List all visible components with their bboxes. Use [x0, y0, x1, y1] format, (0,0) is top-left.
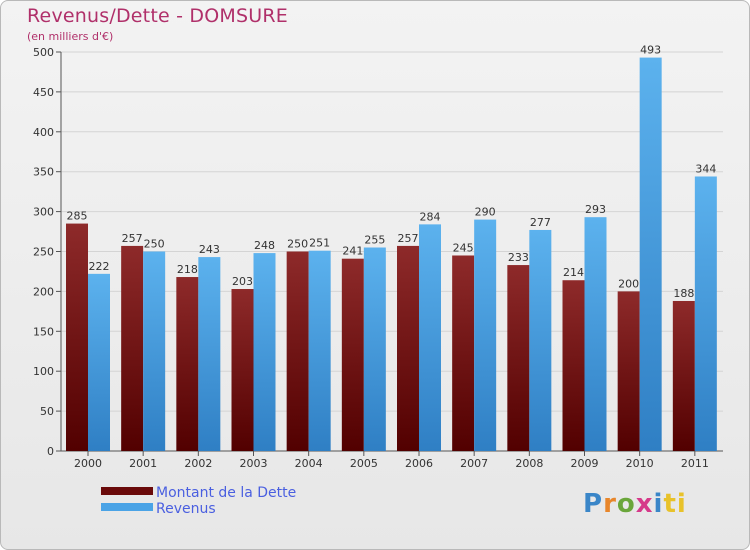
bar-dette — [286, 251, 309, 451]
x-tick-label: 2011 — [681, 457, 709, 470]
y-tick-label: 300 — [33, 206, 54, 219]
data-label-revenus: 277 — [530, 216, 551, 229]
y-tick-label: 200 — [33, 285, 54, 298]
bar-revenus — [694, 176, 717, 451]
y-tick-label: 0 — [47, 445, 54, 458]
y-tick-label: 100 — [33, 365, 54, 378]
x-tick-label: 2002 — [184, 457, 212, 470]
data-label-revenus: 293 — [585, 203, 606, 216]
data-label-dette: 257 — [398, 232, 419, 245]
bar-dette — [562, 280, 585, 451]
chart-title: Revenus/Dette - DOMSURE — [27, 5, 288, 27]
x-tick-label: 2004 — [295, 457, 323, 470]
data-label-dette: 250 — [287, 238, 308, 251]
bar-dette — [176, 277, 199, 451]
data-label-dette: 218 — [177, 263, 198, 276]
y-tick-label: 500 — [33, 46, 54, 59]
data-label-dette: 203 — [232, 275, 253, 288]
bar-dette — [66, 223, 88, 451]
x-tick-label: 2007 — [460, 457, 488, 470]
bar-dette — [507, 265, 530, 451]
bar-revenus — [308, 250, 331, 451]
x-tick-label: 2009 — [571, 457, 599, 470]
x-tick-label: 2008 — [515, 457, 543, 470]
x-tick-label: 2005 — [350, 457, 378, 470]
bar-dette — [341, 258, 364, 451]
data-label-revenus: 344 — [695, 162, 716, 175]
bar-revenus — [198, 257, 221, 451]
x-tick-label: 2010 — [626, 457, 654, 470]
chart-subtitle: (en milliers d'€) — [27, 30, 114, 43]
bar-dette — [231, 289, 254, 451]
data-label-revenus: 250 — [144, 238, 165, 251]
data-label-revenus: 290 — [475, 206, 496, 219]
legend-swatch-dette — [101, 487, 153, 495]
data-label-dette: 214 — [563, 266, 584, 279]
y-tick-label: 50 — [40, 405, 54, 418]
data-label-dette: 257 — [122, 232, 143, 245]
y-tick-label: 400 — [33, 126, 54, 139]
bar-revenus — [363, 247, 386, 451]
y-tick-label: 450 — [33, 86, 54, 99]
bar-revenus — [253, 253, 276, 451]
y-tick-label: 150 — [33, 325, 54, 338]
bar-dette — [397, 245, 419, 451]
y-tick-label: 350 — [33, 166, 54, 179]
data-label-revenus: 284 — [420, 210, 441, 223]
bar-dette — [617, 291, 640, 451]
bar-revenus — [474, 219, 497, 451]
data-label-dette: 241 — [342, 245, 363, 258]
bar-revenus — [529, 229, 552, 451]
bar-dette — [452, 255, 475, 451]
bar-dette — [121, 245, 144, 451]
bar-revenus — [584, 217, 607, 451]
bar-revenus — [143, 251, 166, 451]
data-label-revenus: 222 — [89, 260, 110, 273]
data-label-revenus: 243 — [199, 243, 220, 256]
data-label-dette: 245 — [453, 241, 474, 254]
data-label-revenus: 255 — [364, 234, 385, 247]
data-label-dette: 285 — [67, 210, 88, 223]
x-tick-label: 2000 — [74, 457, 102, 470]
data-label-dette: 233 — [508, 251, 529, 264]
data-label-revenus: 248 — [254, 239, 275, 252]
proxiti-logo: Proxiti — [583, 489, 687, 519]
x-tick-label: 2006 — [405, 457, 433, 470]
bar-revenus — [419, 224, 441, 451]
x-tick-label: 2001 — [129, 457, 157, 470]
bar-revenus — [88, 273, 110, 451]
legend-label-dette: Montant de la Dette — [156, 485, 297, 501]
x-tick-label: 2003 — [240, 457, 268, 470]
data-label-dette: 200 — [618, 277, 639, 290]
data-label-revenus: 251 — [309, 237, 330, 250]
legend-swatch-revenus — [101, 503, 153, 511]
data-label-revenus: 493 — [640, 44, 661, 57]
legend-label-revenus: Revenus — [156, 501, 216, 517]
data-label-dette: 188 — [673, 287, 694, 300]
bar-dette — [672, 300, 695, 451]
bar-revenus — [639, 57, 662, 451]
y-tick-label: 250 — [33, 246, 54, 259]
